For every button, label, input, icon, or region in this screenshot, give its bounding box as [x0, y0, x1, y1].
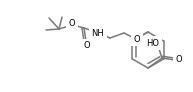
- Text: O: O: [134, 34, 140, 44]
- Text: O: O: [84, 41, 90, 51]
- Text: O: O: [69, 20, 75, 29]
- Text: NH: NH: [92, 29, 104, 38]
- Text: HO: HO: [146, 38, 159, 47]
- Text: O: O: [176, 55, 182, 64]
